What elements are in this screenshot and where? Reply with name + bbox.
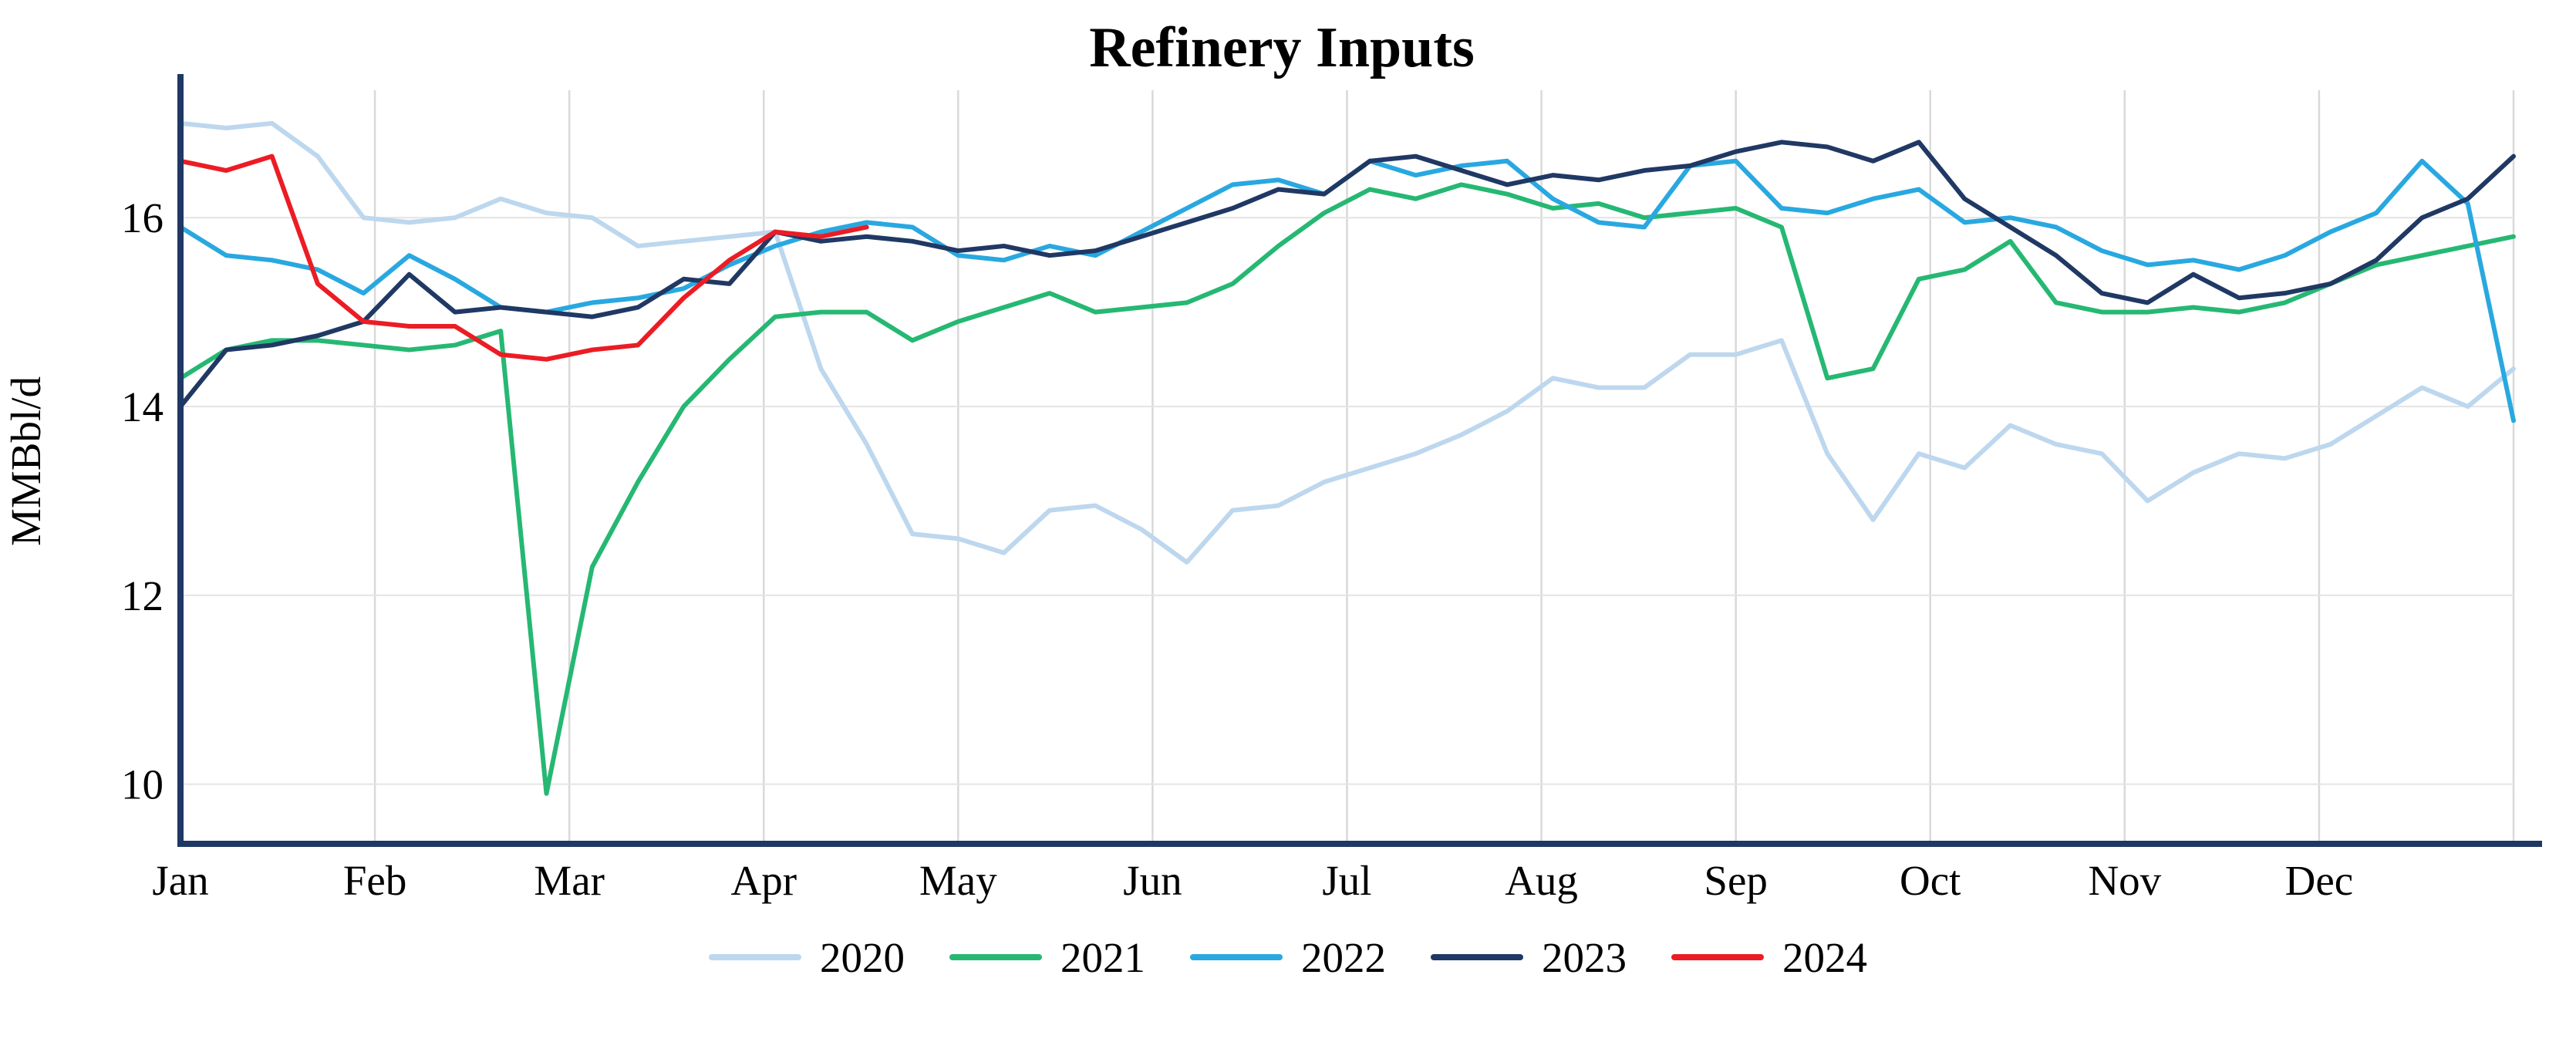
legend-item-2024: 2024 <box>1671 933 1867 982</box>
x-tick-label: May <box>919 857 997 904</box>
x-tick-label: Jun <box>1123 857 1182 904</box>
legend-label-2021: 2021 <box>1060 933 1145 981</box>
x-tick-label: Mar <box>534 857 605 904</box>
label-layer: 10 12 14 16 Jan Feb Mar Apr May Jun Jul Aug Sep Oct No… <box>121 194 2353 904</box>
legend: 2020 2021 2022 2023 2024 <box>0 923 2576 992</box>
legend-swatch-2022 <box>1190 954 1283 960</box>
legend-item-2020: 2020 <box>709 933 905 982</box>
x-tick-label: Aug <box>1505 857 1578 904</box>
y-tick-label: 14 <box>121 383 164 430</box>
y-tick-label: 16 <box>121 194 164 241</box>
y-tick-label: 12 <box>121 572 164 619</box>
x-tick-label: Sep <box>1704 857 1768 904</box>
legend-label-2020: 2020 <box>820 933 905 981</box>
legend-swatch-2023 <box>1431 954 1523 960</box>
chart-title: Refinery Inputs <box>1089 16 1475 79</box>
x-tick-label: Nov <box>2088 857 2161 904</box>
series-line-2021 <box>178 182 2516 796</box>
legend-item-2022: 2022 <box>1190 933 1386 982</box>
refinery-inputs-chart: 10 12 14 16 Jan Feb Mar Apr May Jun Jul Aug Sep Oct No… <box>2 16 2542 904</box>
legend-label-2023: 2023 <box>1542 933 1627 981</box>
x-tick-label: Jan <box>152 857 208 904</box>
x-tick-label: Jul <box>1322 857 1371 904</box>
x-tick-label: Dec <box>2285 857 2354 904</box>
legend-swatch-2020 <box>709 954 801 960</box>
y-axis-label: MMBbl/d <box>2 376 49 546</box>
x-tick-label: Feb <box>343 857 407 904</box>
series-line-2020 <box>178 120 2516 565</box>
axis-layer <box>177 74 2542 847</box>
x-tick-label: Oct <box>1900 857 1961 904</box>
series-layer <box>178 120 2516 796</box>
legend-label-2024: 2024 <box>1782 933 1867 981</box>
legend-item-2023: 2023 <box>1431 933 1627 982</box>
legend-swatch-2021 <box>949 954 1042 960</box>
legend-item-2021: 2021 <box>949 933 1145 982</box>
x-tick-label: Apr <box>730 857 797 904</box>
grid-layer <box>180 90 2515 841</box>
legend-swatch-2024 <box>1671 954 1764 960</box>
series-line-2023 <box>178 140 2516 410</box>
legend-label-2022: 2022 <box>1301 933 1386 981</box>
y-tick-label: 10 <box>121 761 164 808</box>
series-line-2024 <box>178 153 869 362</box>
